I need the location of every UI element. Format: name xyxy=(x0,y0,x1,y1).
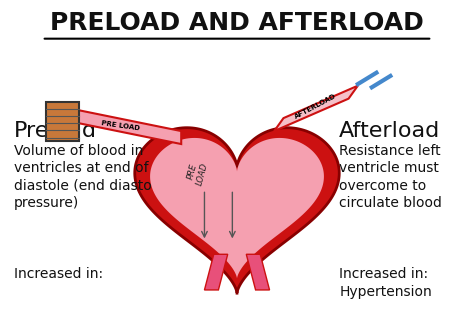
Text: Preload: Preload xyxy=(14,121,97,141)
Polygon shape xyxy=(70,108,181,144)
Polygon shape xyxy=(204,254,228,290)
Polygon shape xyxy=(274,86,358,131)
Text: Volume of blood in
ventricles at end of
diastole (end diastolic
pressure): Volume of blood in ventricles at end of … xyxy=(14,144,167,210)
Text: PRE LOAD: PRE LOAD xyxy=(101,121,140,132)
Text: PRELOAD AND AFTERLOAD: PRELOAD AND AFTERLOAD xyxy=(50,11,424,35)
Text: Increased in:: Increased in: xyxy=(14,267,103,281)
Text: PRE
LOAD: PRE LOAD xyxy=(185,160,210,187)
Text: Afterload: Afterload xyxy=(339,121,440,141)
Text: Resistance left
ventricle must
overcome to
circulate blood: Resistance left ventricle must overcome … xyxy=(339,144,442,210)
Bar xyxy=(46,102,79,141)
Text: Increased in:
Hypertension: Increased in: Hypertension xyxy=(339,267,432,299)
Text: AFTERLOAD: AFTERLOAD xyxy=(293,93,337,120)
Polygon shape xyxy=(246,254,270,290)
Polygon shape xyxy=(135,128,339,293)
Polygon shape xyxy=(150,138,324,279)
